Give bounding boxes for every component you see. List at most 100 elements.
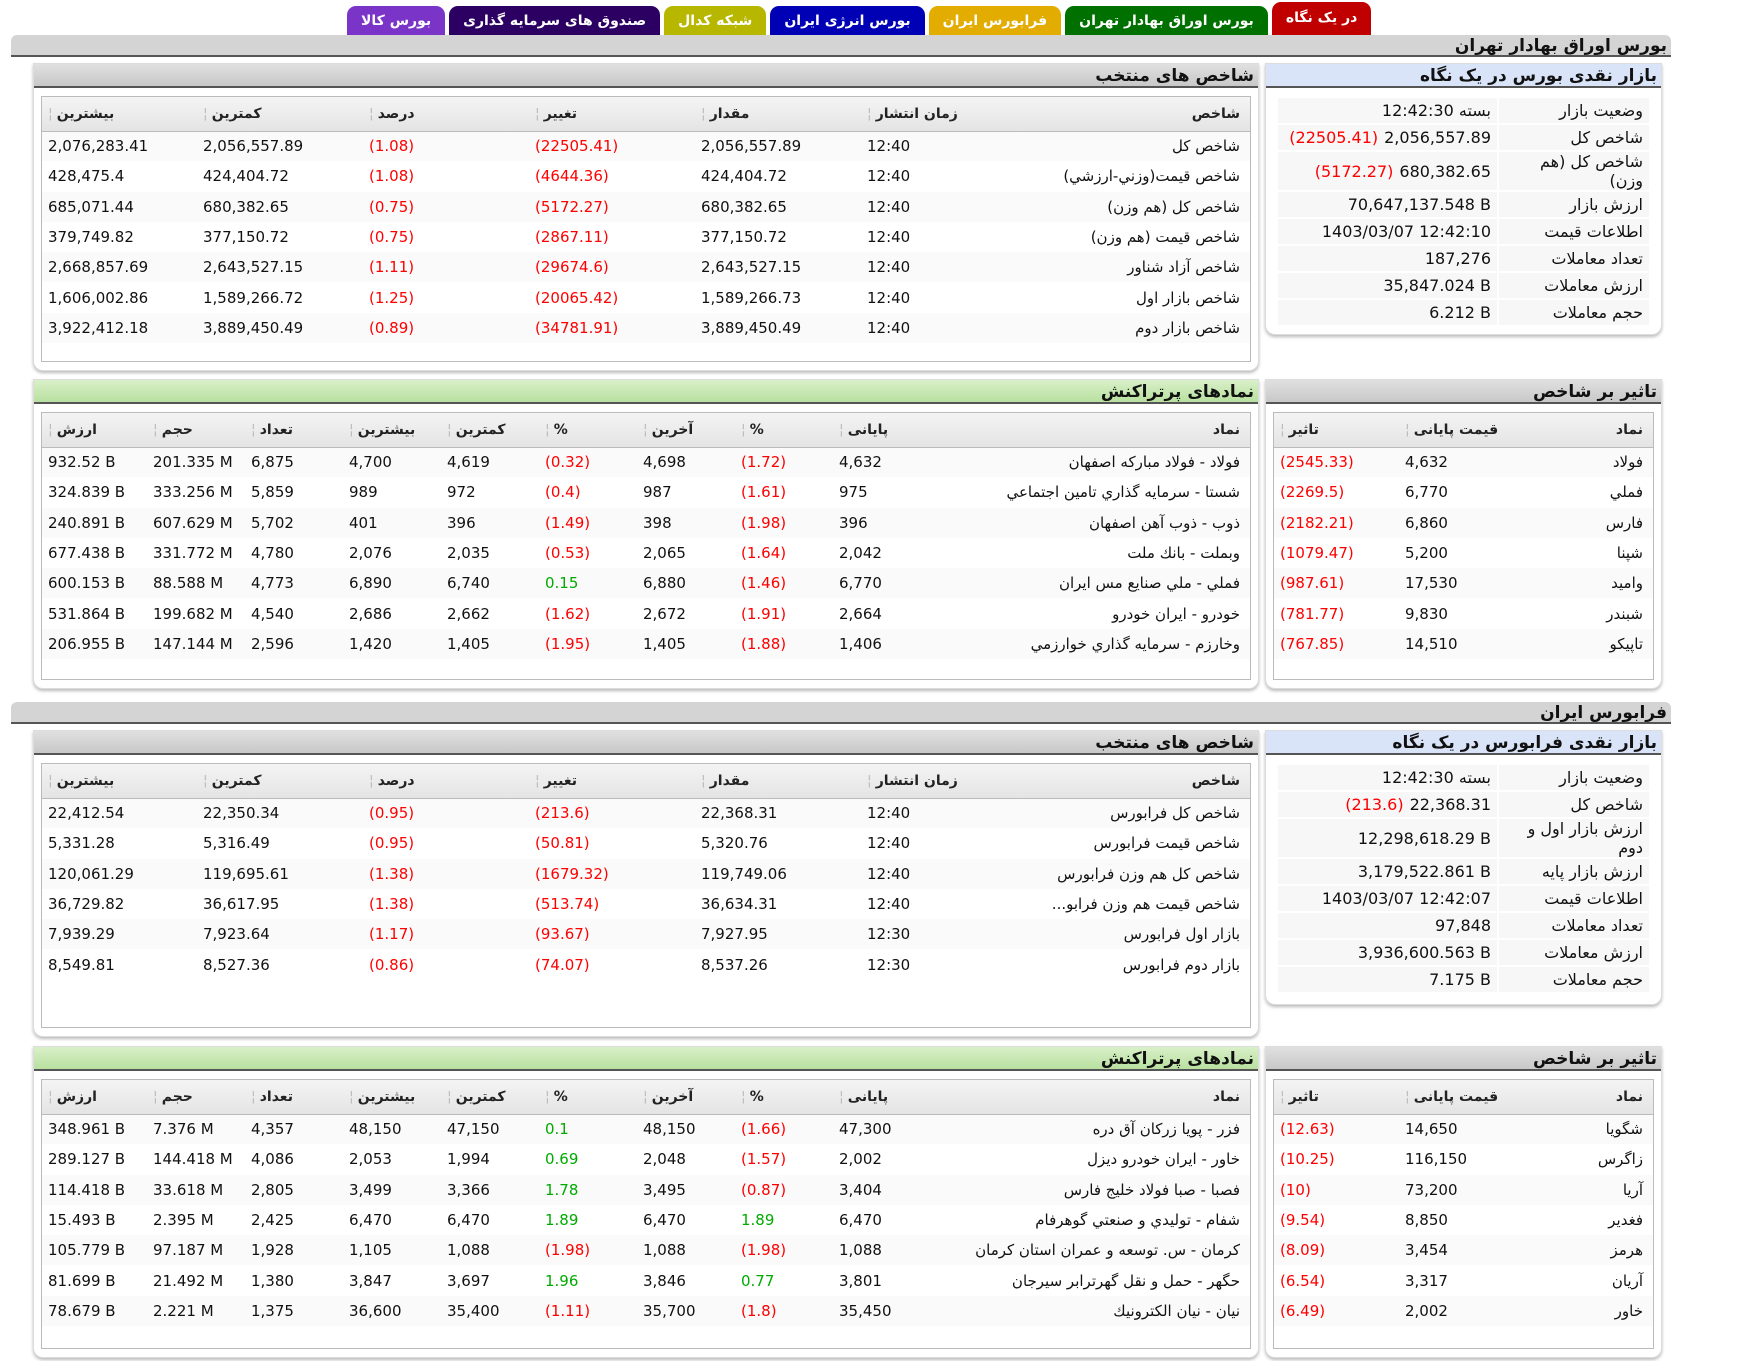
table-row[interactable]: شاخص کل 12:40 2,056,557.89 (22505.41) (1.08)… [42,131,1250,162]
table-cell[interactable]: وخارزم - سرمايه گذاري خوارزمي [931,628,1250,660]
column-header[interactable]: نماد [1534,1080,1653,1115]
table-row[interactable]: شگويا 14,650 (12.63) [1274,1114,1653,1145]
table-cell[interactable]: شاخص کل (هم وزن) [1026,191,1250,222]
column-header[interactable]: قیمت پایانی¦ [1399,413,1534,448]
table-cell[interactable]: فولاد - فولاد مبارکه اصفهان [931,447,1250,478]
table-cell[interactable]: تاپیکو [1534,628,1653,660]
column-header[interactable]: %¦ [735,1080,833,1115]
table-row[interactable]: حگهر - حمل و نقل گهرترابر سيرجان 3,801 0.7… [42,1265,1250,1295]
table-row[interactable]: فصبا - صبا فولاد خليج فارس 3,404 (0.87) 3,4… [42,1174,1250,1205]
table-cell[interactable]: شاخص کل هم وزن فرابورس [1026,858,1250,889]
table-cell[interactable]: حگهر - حمل و نقل گهرترابر سيرجان [1011,1271,1240,1290]
table-row[interactable]: شاخص قیمت(وزني-ارزشي) 12:40 424,404.72 (464… [42,161,1250,191]
table-cell[interactable]: شاخص کل فرابورس [1026,798,1250,829]
table-cell[interactable]: بازار اول فرابورس [1026,919,1250,950]
column-header[interactable]: کمترین¦ [197,97,363,132]
table-cell[interactable]: فارس [1534,507,1653,538]
column-header[interactable]: بیشترین¦ [42,97,197,132]
table-cell[interactable]: شاخص بازار دوم [1026,312,1250,344]
table-row[interactable]: خاور - ايران خودرو ديزل 2,002 (1.57) 2,048 0… [42,1144,1250,1174]
table-cell[interactable]: شاخص بازار اول [1135,288,1240,307]
column-header[interactable]: ارزش¦ [42,413,147,448]
column-header[interactable]: کمترین¦ [197,764,363,799]
table-row[interactable]: بازار دوم فرابورس 12:30 8,537.26 (74.07) (0.… [42,949,1250,979]
column-header[interactable]: حجم¦ [147,413,245,448]
table-row[interactable]: شاخص کل فرابورس 12:40 22,368.31 (213.6) (0.9… [42,798,1250,829]
column-header[interactable]: پایانی¦ [833,1080,931,1115]
table-cell[interactable]: آريا [1534,1174,1653,1205]
table-row[interactable]: شاخص بازار اول 12:40 1,589,266.73 (20065.42… [42,282,1250,312]
column-header[interactable]: کمترین¦ [441,413,539,448]
table-cell[interactable]: فملي [1609,483,1643,502]
table-cell[interactable]: آريان [1611,1271,1643,1290]
column-header[interactable]: %¦ [539,1080,637,1115]
table-row[interactable]: كرمان - س. توسعه و عمران استان كرمان 1,08… [42,1235,1250,1266]
column-header[interactable]: حجم¦ [147,1080,245,1115]
table-row[interactable]: شاخص بازار دوم 12:40 3,889,450.49 (34781.91… [42,312,1250,344]
column-header[interactable]: قیمت پایانی¦ [1399,1080,1534,1115]
table-cell[interactable]: شگويا [1534,1114,1653,1145]
column-header[interactable]: آخرین¦ [637,413,735,448]
table-row[interactable]: فملي 6,770 (2269.5) [1274,477,1653,507]
tab-0[interactable]: بورس کالا [347,6,446,36]
table-cell[interactable]: شاخص قیمت هم وزن فرابو... [1051,895,1240,914]
table-cell[interactable]: بازار دوم فرابورس [1122,955,1240,974]
table-cell[interactable]: شاخص قیمت (هم وزن) [1090,228,1240,247]
tab-2[interactable]: شبکه کدال [664,6,767,36]
tab-3[interactable]: بورس انرژی ایران [770,6,925,36]
table-row[interactable]: شاخص کل هم وزن فرابورس 12:40 119,749.06 (16… [42,858,1250,889]
tab-6[interactable]: در یک نگاه [1271,2,1372,36]
table-cell[interactable]: خودرو - ايران خودرو [1112,604,1240,623]
table-row[interactable]: خاور 2,002 (6.49) [1274,1295,1653,1327]
column-header[interactable]: شاخص [1026,764,1250,799]
table-cell[interactable]: فغدير [1608,1211,1643,1230]
table-cell[interactable]: وبملت - بانك ملت [1127,544,1240,563]
table-row[interactable]: وبملت - بانك ملت 2,042 (1.64) 2,065 (0.53) 2,… [42,538,1250,568]
table-cell[interactable]: شاخص آزاد شناور [1026,252,1250,283]
table-row[interactable]: هرمز 3,454 (8.09) [1274,1235,1653,1266]
column-header[interactable]: آخرین¦ [637,1080,735,1115]
table-cell[interactable]: شاخص کل [1026,131,1250,162]
column-header[interactable]: بیشترین¦ [343,1080,441,1115]
tab-5[interactable]: بورس اوراق بهادار تهران [1065,6,1268,36]
column-header[interactable]: نماد [931,1080,1250,1115]
table-row[interactable]: شفام - توليدي و صنعتي گوهرفام 6,470 1.89 6,… [42,1205,1250,1235]
table-row[interactable]: شاخص آزاد شناور 12:40 2,643,527.15 (29674.6… [42,252,1250,283]
column-header[interactable]: ارزش¦ [42,1080,147,1115]
table-cell[interactable]: شاخص قیمت فرابورس [1093,834,1240,853]
column-header[interactable]: زمان انتشار¦ [861,97,1026,132]
table-cell[interactable]: شفام - توليدي و صنعتي گوهرفام [1035,1211,1240,1230]
table-cell[interactable]: شبندر [1606,604,1643,623]
table-row[interactable]: بازار اول فرابورس 12:30 7,927.95 (93.67) (1.… [42,919,1250,950]
table-cell[interactable]: زاگرس [1597,1150,1643,1169]
column-header[interactable]: مقدار¦ [695,764,861,799]
column-header[interactable]: پایانی¦ [833,413,931,448]
column-header[interactable]: بیشترین¦ [343,413,441,448]
table-row[interactable]: زاگرس 116,150 (10.25) [1274,1144,1653,1174]
column-header[interactable]: تغییر¦ [529,764,695,799]
table-row[interactable]: وخارزم - سرمايه گذاري خوارزمي 1,406 (1.88)… [42,628,1250,660]
column-header[interactable]: تغییر¦ [529,97,695,132]
table-row[interactable]: وامید 17,530 (987.61) [1274,568,1653,599]
table-row[interactable]: فزر - پويا زركان آق دره 47,300 (1.66) 48,15… [42,1114,1250,1145]
table-cell[interactable]: ذوب - ذوب آهن اصفهان [931,507,1250,538]
table-cell[interactable]: خاور - ايران خودرو ديزل [1087,1150,1240,1169]
column-header[interactable]: تعداد¦ [245,1080,343,1115]
column-header[interactable]: نماد [1534,413,1653,448]
column-header[interactable]: درصد¦ [363,97,529,132]
table-row[interactable]: نيان - نيان الكترونيك 35,450 (1.8) 35,700 (1… [42,1295,1250,1327]
table-cell[interactable]: فصبا - صبا فولاد خليج فارس [931,1174,1250,1205]
column-header[interactable]: درصد¦ [363,764,529,799]
table-cell[interactable]: شستا - سرمايه گذاري تامين اجتماعي [1006,483,1240,502]
table-row[interactable]: تاپیکو 14,510 (767.85) [1274,628,1653,660]
table-cell[interactable]: فولاد [1534,447,1653,478]
table-row[interactable]: آريا 73,200 (10) [1274,1174,1653,1205]
table-row[interactable]: فملي - ملي صنايع مس ايران 6,770 (1.46) 6,88… [42,568,1250,599]
column-header[interactable]: تعداد¦ [245,413,343,448]
table-cell[interactable]: شپنا [1616,544,1643,563]
column-header[interactable]: %¦ [735,413,833,448]
table-row[interactable]: فولاد - فولاد مبارکه اصفهان 4,632 (1.72) 4,… [42,447,1250,478]
table-row[interactable]: خودرو - ايران خودرو 2,664 (1.91) 2,672 (1.62… [42,598,1250,628]
column-header[interactable]: بیشترین¦ [42,764,197,799]
table-row[interactable]: شبندر 9,830 (781.77) [1274,598,1653,628]
